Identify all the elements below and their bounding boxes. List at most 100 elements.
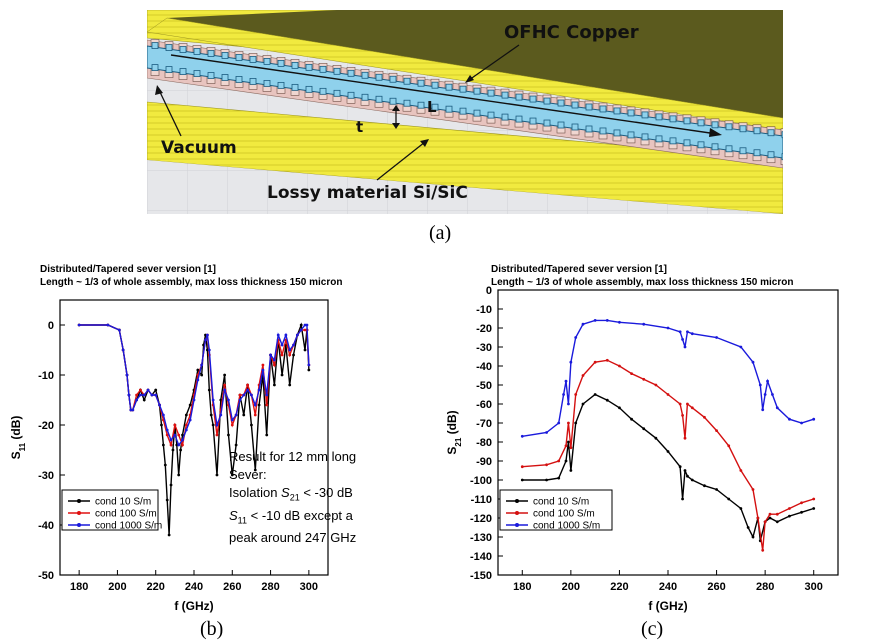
data-point [223, 373, 227, 377]
x-tick-label: 180 [70, 581, 88, 593]
data-point [200, 363, 204, 367]
data-point [758, 383, 762, 387]
y-tick-label: -80 [476, 437, 492, 449]
data-point [775, 512, 779, 516]
length-label: L [427, 98, 437, 116]
copper-label: OFHC Copper [504, 22, 639, 43]
data-point [292, 353, 295, 357]
vacuum-slot [305, 85, 313, 93]
legend-marker [77, 511, 81, 515]
vacuum-slot [333, 67, 341, 75]
data-point [567, 421, 570, 425]
x-tick-label: 200 [562, 581, 580, 593]
vacuum-slot [263, 80, 271, 87]
vacuum-slot [375, 95, 383, 103]
legend-label: cond 1000 S/m [533, 521, 600, 532]
vacuum-slot [697, 141, 705, 149]
data-point [106, 323, 110, 327]
data-point [227, 398, 230, 402]
data-point [173, 423, 177, 427]
vacuum-slot [529, 95, 537, 103]
x-tick-label: 300 [300, 581, 318, 593]
y-tick-label: 0 [48, 320, 54, 332]
data-point [169, 443, 173, 447]
data-point [683, 345, 687, 349]
data-point [751, 360, 755, 364]
data-point [800, 421, 803, 425]
y-tick-label: -60 [476, 399, 492, 411]
vacuum-slot [221, 52, 229, 59]
vacuum-slot [291, 61, 299, 69]
data-point [581, 322, 585, 326]
copper-lower-band [147, 101, 783, 214]
legend-label: cond 100 S/m [533, 509, 595, 520]
x-tick-label: 260 [223, 581, 241, 593]
data-point [642, 322, 646, 326]
data-point [557, 476, 561, 480]
data-point [574, 421, 578, 425]
data-point [230, 473, 234, 477]
data-point [209, 413, 213, 417]
data-point [562, 393, 565, 396]
vacuum-slot [207, 50, 215, 57]
data-point [269, 353, 272, 357]
data-point [303, 323, 307, 327]
data-point [276, 333, 280, 337]
y-tick-label: -70 [476, 418, 492, 430]
plot-b-title-2: Length ~ 1/3 of whole assembly, max loss… [40, 277, 343, 288]
vacuum-slot [179, 68, 187, 75]
vacuum-slot [165, 66, 173, 73]
data-point [557, 459, 561, 463]
data-point [756, 516, 760, 520]
data-point [605, 319, 609, 322]
vacuum-slot [431, 103, 439, 111]
data-point [678, 330, 682, 334]
data-point [230, 423, 234, 427]
data-point [715, 429, 718, 432]
vacuum-slot [445, 105, 453, 113]
data-point [564, 459, 568, 463]
vacuum-slot [249, 56, 257, 63]
vacuum-slot [361, 71, 369, 79]
data-point [593, 393, 597, 396]
data-point [142, 398, 146, 402]
series-line [522, 393, 814, 541]
data-point [273, 363, 276, 367]
vacuum-slot [403, 77, 411, 85]
vacuum-slot [389, 97, 397, 105]
data-point [234, 413, 238, 417]
vacuum-slot [375, 73, 383, 81]
data-point [142, 393, 146, 397]
vacuum-slot [711, 143, 719, 151]
vacuum-slot [347, 91, 355, 99]
data-point [121, 348, 125, 352]
data-point [139, 388, 142, 392]
lossy-tooth [780, 157, 783, 166]
plot-c-title-1: Distributed/Tapered sever version [1] [491, 264, 667, 275]
data-point [204, 333, 207, 337]
data-point [150, 393, 154, 397]
data-point [77, 323, 81, 327]
data-point [520, 434, 524, 438]
y-tick-label: -90 [476, 456, 492, 468]
data-point [788, 507, 791, 510]
data-point [303, 328, 307, 332]
data-point [154, 393, 158, 397]
vacuum-slot [641, 133, 649, 141]
data-point [177, 473, 181, 477]
data-point [265, 433, 269, 437]
legend-label: cond 1000 S/m [95, 521, 162, 532]
data-point [683, 469, 687, 472]
data-point [204, 338, 207, 342]
data-point [800, 510, 803, 514]
legend-label: cond 10 S/m [95, 497, 151, 508]
data-point [569, 469, 573, 472]
data-point [250, 423, 253, 427]
data-point [686, 474, 689, 478]
data-point [125, 373, 129, 377]
legend-marker [515, 511, 519, 515]
x-tick-label: 180 [513, 581, 531, 593]
vacuum-slot [305, 63, 313, 71]
data-point [788, 417, 791, 421]
vacuum-slot [417, 79, 425, 87]
